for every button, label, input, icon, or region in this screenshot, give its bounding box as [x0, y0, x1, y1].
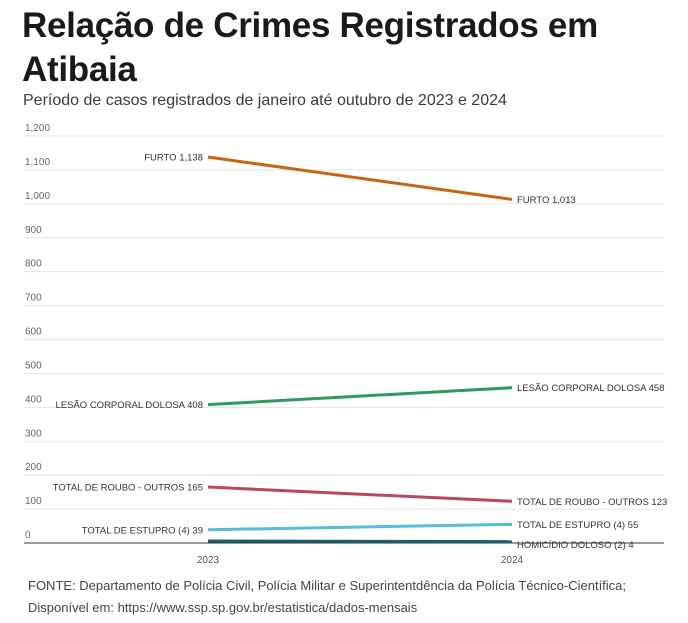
chart-title: Relação de Crimes Registrados em Atibaia	[22, 6, 598, 89]
y-tick-label: 1,100	[25, 157, 50, 168]
series-line-total-de-roubo-outros	[207, 485, 513, 503]
series-labels: FURTO 1,138 FURTO 1,013 LESÃO CORPORAL DOL…	[53, 153, 668, 552]
y-tick-label: 500	[25, 360, 42, 371]
data-label-2024-total-de-estupro-4: TOTAL DE ESTUPRO (4) 55	[517, 520, 638, 531]
y-tick-label: 900	[25, 225, 42, 236]
x-tick-label: 2023	[197, 555, 220, 566]
gridlines	[24, 135, 664, 544]
data-label-2023-total-de-roubo-outros: TOTAL DE ROUBO - OUTROS 165	[53, 483, 203, 494]
series-line-furto	[207, 155, 513, 201]
y-tick-label: 1,000	[25, 191, 50, 202]
x-tick-label: 2024	[501, 555, 524, 566]
data-label-2024-total-de-roubo-outros: TOTAL DE ROUBO - OUTROS 123	[517, 497, 667, 508]
series-line-homicidio-doloso-2	[207, 539, 513, 544]
y-tick-label: 400	[25, 394, 42, 405]
series-lines	[207, 155, 513, 544]
data-label-2023-furto: FURTO 1,138	[144, 153, 203, 164]
series-line-total-de-estupro-4	[207, 522, 513, 532]
y-tick-label: 1,200	[25, 123, 50, 134]
y-tick-label: 100	[25, 496, 42, 507]
data-label-2023-lesao-corporal-dolosa: LESÃO CORPORAL DOLOSA 408	[56, 400, 204, 411]
data-label-2024-homicidio-doloso-2: HOMICÍDIO DOLOSO (2) 4	[517, 540, 634, 551]
data-label-2024-lesao-corporal-dolosa: LESÃO CORPORAL DOLOSA 458	[517, 383, 665, 394]
y-tick-label: 600	[25, 327, 42, 338]
y-tick-label: 300	[25, 428, 42, 439]
series-line-lesao-corporal-dolosa	[207, 386, 513, 407]
y-tick-label: 200	[25, 462, 42, 473]
source-line-1: FONTE: Departamento de Polícia Civil, Po…	[28, 578, 627, 593]
y-tick-label: 800	[25, 259, 42, 270]
y-tick-label: 700	[25, 293, 42, 304]
line-chart: 0 100 200 300 400 500 600 700 800 900 1,000 1,100 1,…	[24, 123, 668, 566]
y-axis-ticks: 0 100 200 300 400 500 600 700 800 900 1,000 1,100 1,…	[25, 123, 50, 541]
data-label-2024-furto: FURTO 1,013	[517, 195, 576, 206]
x-axis-ticks: 2023 2024	[197, 555, 524, 566]
source-line-2: Disponível em: https://www.ssp.sp.gov.br…	[28, 600, 418, 615]
chart-subtitle: Período de casos registrados de janeiro …	[23, 92, 507, 109]
source-note: FONTE: Departamento de Polícia Civil, Po…	[28, 575, 626, 619]
data-label-2023-total-de-estupro-4: TOTAL DE ESTUPRO (4) 39	[82, 525, 203, 536]
y-tick-label: 0	[25, 530, 31, 541]
